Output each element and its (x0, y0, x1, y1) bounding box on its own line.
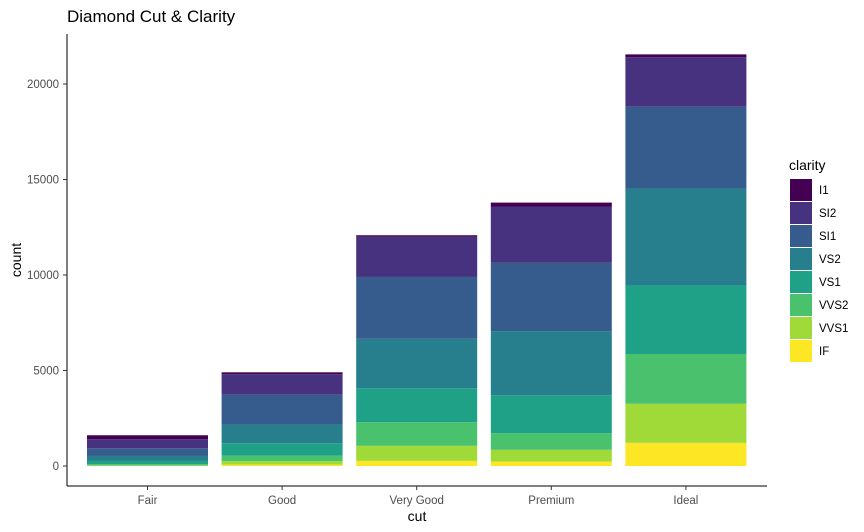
bar-segment-good-si1 (221, 394, 343, 425)
legend-key-si1 (790, 225, 812, 247)
x-axis-ticks: Fair Good Very Good Premium Ideal (138, 486, 698, 507)
bar-segment-fair-vs2 (87, 455, 208, 461)
legend-label-vs1: VS1 (819, 277, 841, 289)
bar-segment-good-if (221, 464, 343, 466)
x-tick-label: Ideal (673, 495, 698, 507)
bar-segment-ideal-si2 (625, 57, 747, 107)
bar-segment-fair-vs1 (87, 460, 208, 465)
bar-segment-good-vvs2 (221, 455, 343, 462)
legend-key-si2 (790, 202, 812, 224)
bar-segment-premium-i1 (490, 202, 612, 207)
bar-segment-premium-if (490, 461, 612, 466)
legend-key-if (790, 340, 812, 362)
legend-label-si1: SI1 (819, 231, 836, 243)
bar-segment-premium-vs2 (490, 331, 612, 396)
bar-segment-ideal-vvs1 (625, 403, 747, 443)
plot-area (87, 54, 747, 466)
bar-segment-fair-i1 (87, 435, 208, 440)
bar-segment-good-vs1 (221, 443, 343, 456)
chart-title: Diamond Cut & Clarity (67, 7, 236, 26)
legend-key-vvs2 (790, 294, 812, 316)
bar-segment-good-si2 (221, 374, 343, 395)
bar-segment-premium-si2 (490, 206, 612, 263)
bar-segment-ideal-if (625, 442, 747, 466)
bar-segment-very-good-vs1 (356, 388, 478, 423)
legend-title: clarity (789, 157, 826, 173)
y-tick-label: 0 (53, 461, 59, 473)
y-axis-ticks: 0 5000 10000 15000 20000 (27, 79, 67, 473)
bar-segment-good-vs2 (221, 424, 343, 444)
bar-segment-fair-vvs2 (87, 464, 208, 466)
x-tick-label: Good (268, 495, 296, 507)
y-tick-label: 5000 (33, 366, 59, 378)
legend-label-if: IF (819, 346, 829, 358)
bar-segment-very-good-si2 (356, 236, 478, 277)
bar-segment-very-good-si1 (356, 276, 478, 339)
legend-label-si2: SI2 (819, 208, 836, 220)
legend-label-vs2: VS2 (819, 254, 841, 266)
x-axis-title: cut (408, 508, 427, 524)
x-tick-label: Very Good (390, 495, 444, 507)
x-tick-label: Fair (138, 495, 158, 507)
legend-label-vvs1: VVS1 (819, 323, 848, 335)
legend-key-vvs1 (790, 317, 812, 339)
y-tick-label: 20000 (27, 79, 59, 91)
bar-segment-ideal-si1 (625, 106, 747, 189)
bar-segment-ideal-vs1 (625, 285, 747, 354)
y-tick-label: 10000 (27, 270, 59, 282)
bar-segment-ideal-vs2 (625, 188, 747, 286)
bar-segment-fair-si1 (87, 448, 208, 456)
x-tick-label: Premium (528, 495, 574, 507)
legend-key-vs1 (790, 271, 812, 293)
y-tick-label: 15000 (27, 175, 59, 187)
bar-segment-very-good-vs2 (356, 338, 478, 389)
bar-segment-very-good-if (356, 460, 478, 466)
bar-segment-very-good-vvs1 (356, 445, 478, 461)
bar-segment-good-i1 (221, 372, 343, 375)
bar-segment-fair-si2 (87, 439, 208, 449)
bar-segment-premium-vvs1 (490, 449, 612, 462)
legend-key-i1 (790, 179, 812, 201)
legend-label-i1: I1 (819, 185, 829, 197)
bar-segment-premium-si1 (490, 262, 612, 332)
bar-segment-ideal-vvs2 (625, 353, 747, 404)
legend-label-vvs2: VVS2 (819, 300, 848, 312)
y-axis-title: count (8, 243, 24, 277)
bar-segment-very-good-i1 (356, 235, 478, 237)
legend-key-vs2 (790, 248, 812, 270)
legend: clarity I1 SI2 SI1 VS2 VS1 VVS2 VVS1 IF (789, 157, 848, 362)
bar-segment-premium-vs1 (490, 395, 612, 434)
bar-segment-very-good-vvs2 (356, 422, 478, 446)
bar-segment-good-vvs1 (221, 461, 343, 465)
bar-segment-ideal-i1 (625, 54, 747, 58)
bar-segment-premium-vvs2 (490, 433, 612, 450)
